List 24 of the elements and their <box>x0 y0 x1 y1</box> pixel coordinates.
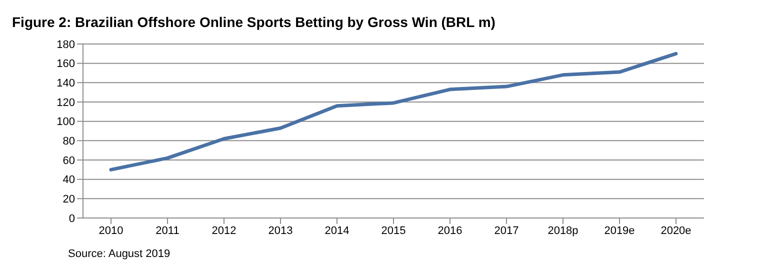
source-note: Source: August 2019 <box>67 248 172 260</box>
y-tick-label: 40 <box>62 174 75 186</box>
x-tick-label: 2020e <box>660 224 692 237</box>
y-tick-label: 160 <box>56 58 75 70</box>
y-tick-label: 80 <box>62 136 75 148</box>
x-tick-label: 2015 <box>381 224 406 237</box>
x-tick-label: 2011 <box>156 224 180 237</box>
chart-title: Figure 2: Brazilian Offshore Online Sports Betting by Gross Win (BRL m) <box>11 13 496 32</box>
y-tick-label: 20 <box>62 194 75 206</box>
x-tick-label: 2016 <box>438 224 462 237</box>
y-tick-label: 0 <box>68 212 75 225</box>
x-tick-label: 2014 <box>324 224 350 237</box>
x-tick-label: 2018p <box>548 224 578 237</box>
y-tick-label: 180 <box>56 38 75 51</box>
y-tick-label: 60 <box>62 154 75 167</box>
y-tick-label: 100 <box>56 116 75 128</box>
x-tick-label: 2010 <box>98 224 124 237</box>
x-tick-label: 2019e <box>604 224 635 237</box>
y-tick-label: 120 <box>56 96 75 109</box>
x-tick-label: 2012 <box>212 224 236 237</box>
x-tick-label: 2017 <box>494 224 519 237</box>
line-series <box>109 52 678 172</box>
x-tick-label: 2013 <box>268 224 293 237</box>
y-tick-label: 140 <box>56 78 75 90</box>
